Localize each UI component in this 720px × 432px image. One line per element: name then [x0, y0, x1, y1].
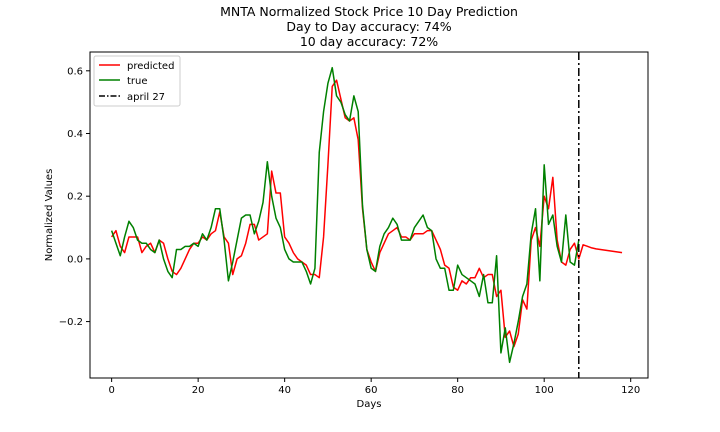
legend-label-true: true: [127, 76, 148, 87]
y-tick-label: 0.0: [67, 254, 83, 265]
legend-label-predicted: predicted: [127, 61, 174, 72]
x-tick-label: 0: [108, 385, 114, 396]
y-tick-label: 0.6: [67, 66, 83, 77]
x-tick-label: 40: [278, 385, 291, 396]
series-line-true: [110, 66, 580, 364]
y-tick-label: 0.4: [67, 129, 83, 140]
chart-subtitle-10day-accuracy: 10 day accuracy: 72%: [300, 34, 438, 49]
plot-frame: [89, 51, 649, 379]
legend-box: [93, 55, 181, 107]
y-ticks: −0.2 0.0 0.2 0.4 0.6: [59, 66, 90, 328]
chart-subtitle-day-accuracy: Day to Day accuracy: 74%: [286, 19, 451, 34]
chart-title: MNTA Normalized Stock Price 10 Day Predi…: [220, 4, 518, 19]
x-tick-label: 20: [192, 385, 205, 396]
x-ticks: 0 20 40 60 80 100 120: [108, 378, 640, 396]
y-tick-label: 0.2: [67, 192, 83, 203]
x-tick-label: 120: [621, 385, 640, 396]
x-tick-label: 100: [535, 385, 554, 396]
legend: predicted true april 27: [93, 55, 181, 107]
y-tick-label: −0.2: [59, 317, 83, 328]
series-layer: [110, 66, 623, 364]
y-axis-label: Normalized Values: [44, 169, 55, 262]
legend-label-april-27: april 27: [127, 92, 165, 103]
x-axis-label: Days: [357, 399, 382, 410]
x-tick-label: 60: [365, 385, 378, 396]
x-tick-label: 80: [451, 385, 464, 396]
